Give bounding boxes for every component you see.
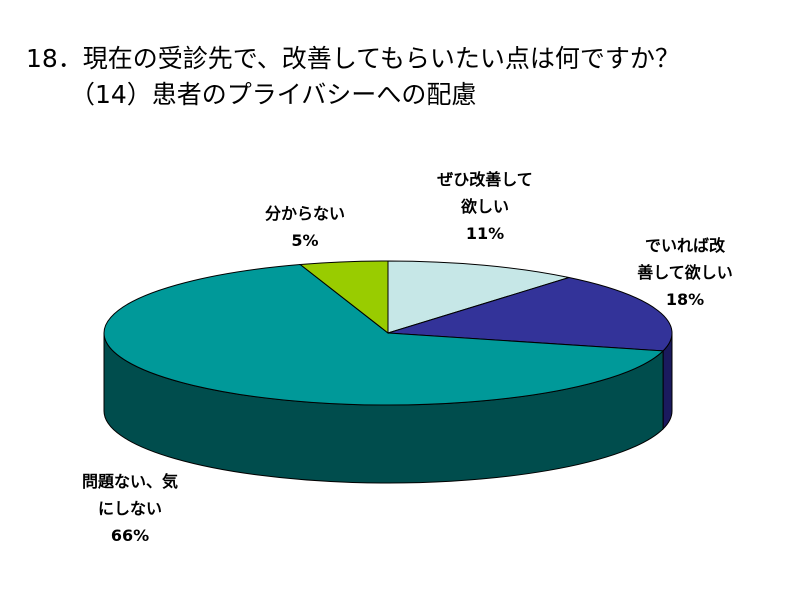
pie-slice-1	[387, 277, 673, 352]
pie-slice-2	[103, 264, 665, 406]
slice-label-improve-if-possible: でいれば改 善して欲しい 18%	[637, 236, 733, 309]
slice-label-dont-know: 分からない 5%	[264, 204, 345, 250]
slice-label-strongly-improve: ぜひ改善して 欲しい 11%	[437, 170, 533, 243]
chart-title-line2: （14）患者のプライバシーへの配慮	[70, 80, 477, 109]
chart-title-line1: 18．現在の受診先で、改善してもらいたい点は何ですか？	[26, 44, 680, 73]
slice-label-no-problem: 問題ない、気 にしない 66%	[81, 472, 178, 545]
pie-slice-0	[387, 260, 570, 334]
pie-slice-3	[298, 260, 389, 335]
